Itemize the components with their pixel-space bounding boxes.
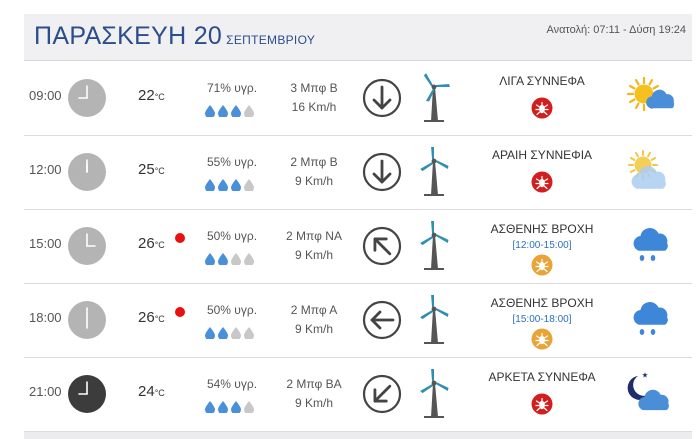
sun-cloud-icon [624,74,675,122]
forecast-time: 09:00 [29,88,62,103]
temperature-unit: °C [154,240,165,250]
temperature-unit: °C [154,166,165,176]
mosquito-badge-icon [531,171,553,193]
wind-turbine-icon [416,293,450,345]
forecast-time: 18:00 [29,310,62,325]
clock-icon [68,227,106,265]
humidity-drops-icon [204,399,260,415]
heat-warning-dot [175,233,185,243]
wind-info: 2 Μπφ ΒΑ 9 Km/h [274,375,354,413]
forecast-row: 09:00 22°C 71% υγρ. 3 Μπφ Β 16 Km/h ΛΙΓΑ ΣΥ… [24,61,692,136]
rain-cloud-icon [624,222,674,270]
humidity-drops-icon [204,251,260,267]
temperature-value: 22 [138,87,155,104]
hazy-sun-cloud-icon [624,148,674,196]
humidity: 54% υγρ. [206,377,258,391]
temperature: 22°C [138,87,165,104]
weather-condition: ΑΡΚΕΤΑ ΣΥΝΝΕΦΑ [488,370,596,384]
humidity: 50% υγρ. [206,303,258,317]
wind-speed: 9 Km/h [294,248,333,262]
temperature-unit: °C [154,388,165,398]
forecast-time: 21:00 [29,384,62,399]
temperature: 26°C [138,235,165,252]
wind-info: 2 Μπφ ΝΑ 9 Km/h [274,227,354,265]
temperature-value: 24 [138,383,155,400]
temperature-value: 26 [138,309,155,326]
moon-cloud-icon [624,370,674,418]
humidity-drops-icon [204,103,260,119]
temperature-value: 26 [138,235,155,252]
mosquito-badge-icon [531,393,553,415]
mosquito-badge-icon [531,328,553,350]
month-label: ΣΕΠΤΕΜΒΡΙΟΥ [226,33,316,47]
next-day-strip [24,432,692,439]
humidity: 71% υγρ. [206,81,258,95]
humidity: 55% υγρ. [206,155,258,169]
wind-direction-arrow-icon [362,374,402,414]
wind-force: 2 Μπφ ΝΑ [286,229,342,243]
day-label: ΠΑΡΑΣΚΕΥΗ 20 [34,22,223,50]
wind-force: 2 Μπφ Α [290,303,338,317]
forecast-row: 12:00 25°C 55% υγρ. 2 Μπφ Β 9 Km/h ΑΡΑΙΗ ΣΥ… [24,135,692,210]
temperature-unit: °C [154,92,165,102]
wind-info: 2 Μπφ Α 9 Km/h [274,301,354,339]
forecast-row: 15:00 26°C 50% υγρ. 2 Μπφ ΝΑ 9 Km/h ΑΣΘΕΝΗΣ… [24,209,692,284]
wind-direction-arrow-icon [362,78,402,118]
humidity-drops-icon [204,177,260,193]
weather-condition: ΑΣΘΕΝΗΣ ΒΡΟΧΗ [490,222,594,236]
wind-info: 3 Μπφ Β 16 Km/h [274,79,354,117]
clock-icon [68,79,106,117]
temperature: 26°C [138,309,165,326]
mosquito-badge-icon [531,97,553,119]
wind-speed: 9 Km/h [294,174,333,188]
sunrise-sunset: Ανατολή: 07:11 - Δύση 19:24 [546,24,686,36]
forecast-row: 18:00 26°C 50% υγρ. 2 Μπφ Α 9 Km/h ΑΣΘΕΝΗΣ … [24,283,692,358]
wind-force: 2 Μπφ ΒΑ [286,377,342,391]
wind-turbine-icon [416,73,450,123]
humidity: 50% υγρ. [206,229,258,243]
night-clock-icon [68,375,106,413]
temperature-value: 25 [138,161,155,178]
forecast-row: 21:00 24°C 54% υγρ. 2 Μπφ ΒΑ 9 Km/h ΑΡΚΕΤΑ … [24,357,692,432]
wind-direction-arrow-icon [362,226,402,266]
forecast-time: 12:00 [29,162,62,177]
wind-turbine-icon [416,367,450,419]
rain-time-range: [12:00-15:00] [512,240,572,251]
temperature-unit: °C [154,314,165,324]
forecast-time: 15:00 [29,236,62,251]
heat-warning-dot [175,307,185,317]
wind-turbine-icon [416,145,450,197]
humidity-drops-icon [204,325,260,341]
temperature: 24°C [138,383,165,400]
wind-turbine-icon [416,219,450,271]
clock-icon [68,301,106,339]
wind-direction-arrow-icon [362,152,402,192]
day-title: ΠΑΡΑΣΚΕΥΗ 20 ΣΕΠΤΕΜΒΡΙΟΥ [34,22,315,51]
temperature: 25°C [138,161,165,178]
wind-speed: 9 Km/h [294,396,333,410]
forecast-header: ΠΑΡΑΣΚΕΥΗ 20 ΣΕΠΤΕΜΒΡΙΟΥ Ανατολή: 07:11 -… [24,14,692,61]
clock-icon [68,153,106,191]
rain-cloud-icon [624,296,674,344]
weather-condition: ΑΡΑΙΗ ΣΥΝΝΕΦΙΑ [491,148,593,162]
rain-time-range: [15:00-18:00] [512,314,572,325]
wind-info: 2 Μπφ Β 9 Km/h [274,153,354,191]
wind-speed: 16 Km/h [291,100,337,114]
wind-force: 2 Μπφ Β [290,155,338,169]
weather-condition: ΑΣΘΕΝΗΣ ΒΡΟΧΗ [490,296,594,310]
wind-speed: 9 Km/h [294,322,333,336]
wind-force: 3 Μπφ Β [290,81,338,95]
wind-direction-arrow-icon [362,300,402,340]
weather-condition: ΛΙΓΑ ΣΥΝΝΕΦΑ [499,74,585,88]
mosquito-badge-icon [531,254,553,276]
